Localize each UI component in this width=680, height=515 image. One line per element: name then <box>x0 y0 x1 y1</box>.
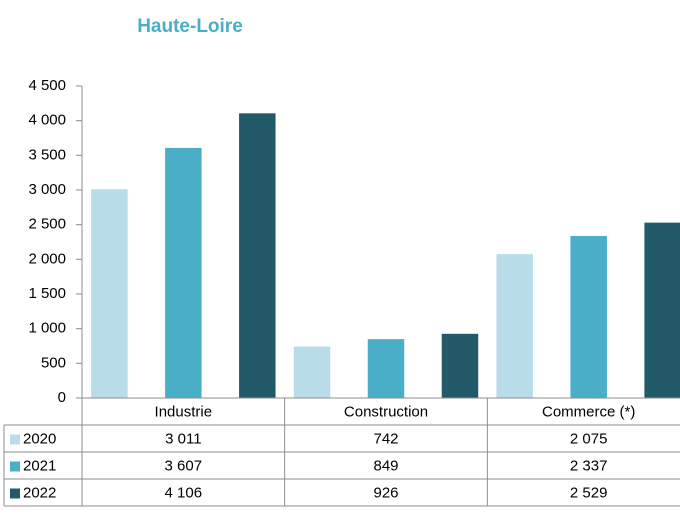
bar <box>496 254 533 398</box>
bar <box>91 189 128 398</box>
y-tick-label: 500 <box>41 354 66 371</box>
y-tick-label: 3 500 <box>28 146 66 163</box>
table-cell: 742 <box>373 430 398 447</box>
legend-label: 2021 <box>23 457 56 474</box>
bar <box>570 235 607 398</box>
y-tick-label: 1 500 <box>28 285 66 302</box>
legend-swatch <box>10 488 20 499</box>
table-cell: 3 607 <box>165 457 203 474</box>
table-cell: 2 075 <box>570 430 608 447</box>
bar <box>644 222 680 398</box>
y-tick-label: 2 500 <box>28 216 66 233</box>
bar <box>367 339 405 398</box>
chart-title: Haute-Loire <box>137 16 243 37</box>
y-tick-label: 0 <box>58 389 66 406</box>
x-tick-label: Construction <box>344 403 428 420</box>
table-cell: 3 011 <box>165 430 201 447</box>
bar <box>165 147 202 398</box>
table-cell: 849 <box>373 457 398 474</box>
legend-swatch <box>10 461 20 472</box>
y-tick-label: 3 000 <box>28 181 66 198</box>
x-tick-label: Commerce (*) <box>542 403 635 420</box>
legend-label: 2022 <box>23 484 56 501</box>
legend-label: 2020 <box>23 430 56 447</box>
table-cell: 926 <box>373 484 398 501</box>
table-cell: 2 337 <box>570 457 608 474</box>
legend-swatch <box>10 434 20 445</box>
bar <box>293 346 331 398</box>
bar <box>441 333 479 398</box>
bar <box>239 113 276 399</box>
y-tick-label: 4 000 <box>28 112 66 129</box>
table-cell: 4 106 <box>165 484 203 501</box>
y-tick-label: 1 000 <box>28 320 66 337</box>
x-tick-label: Industrie <box>155 403 213 420</box>
y-tick-label: 4 500 <box>28 77 66 94</box>
y-tick-label: 2 000 <box>28 250 66 267</box>
table-cell: 2 529 <box>570 484 608 501</box>
